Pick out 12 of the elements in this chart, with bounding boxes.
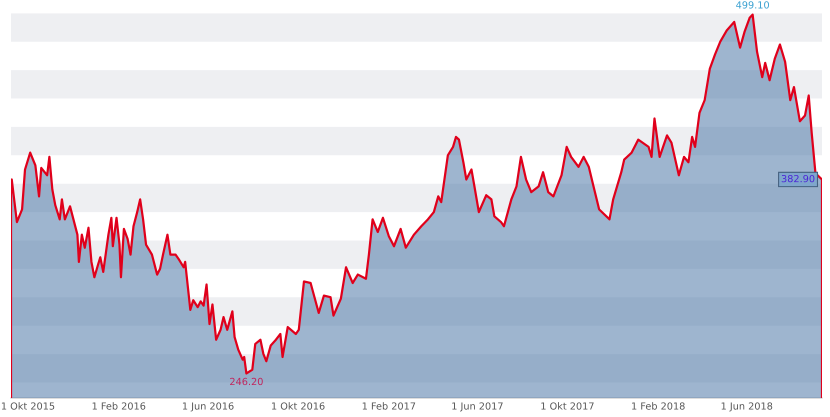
annotation: 382.90 <box>782 174 814 182</box>
x-tick-label: 1 Okt 2015 <box>2 402 54 410</box>
x-tick-label: 1 Jun 2017 <box>452 402 503 412</box>
x-tick-label: 1 Feb 2017 <box>362 402 416 410</box>
annotation: 246.20 <box>230 378 263 386</box>
x-tick-label: 1 Jun 2016 <box>182 402 234 412</box>
x-tick-label: 1 Okt 2016 <box>272 402 325 410</box>
x-tick-label: 1 Feb 2018 <box>632 402 685 410</box>
x-tick-label: 1 Okt 2017 <box>541 402 594 410</box>
x-tick-label: 1 Jun 2018 <box>722 402 772 412</box>
annotation: 499.10 <box>736 1 769 9</box>
x-tick-label: 1 Feb 2016 <box>92 402 146 410</box>
